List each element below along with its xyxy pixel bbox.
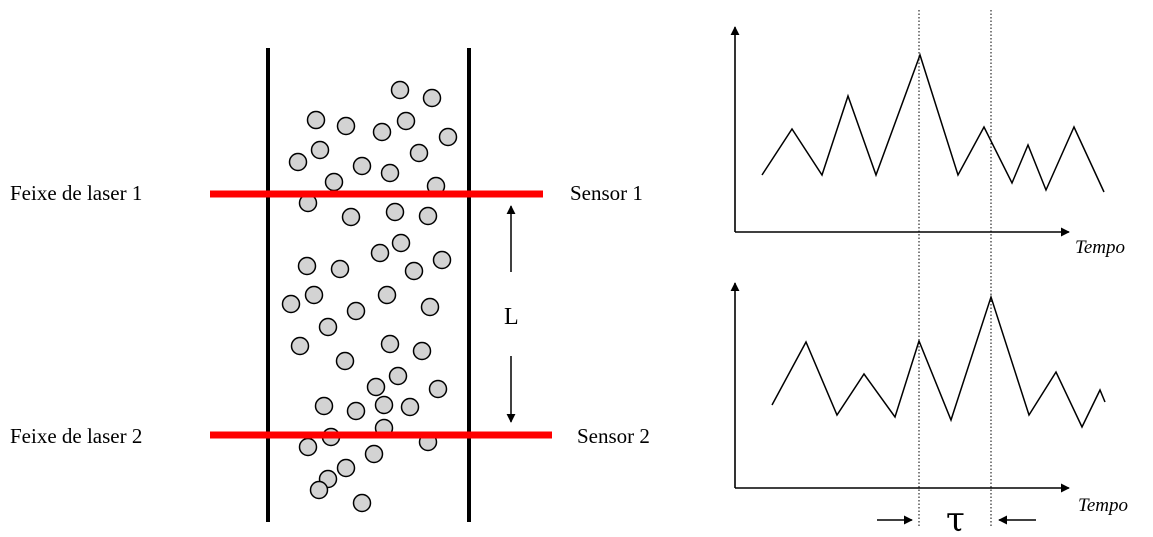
distance-indicator: L <box>504 205 519 423</box>
particle <box>298 437 318 457</box>
delay-indicator: τ <box>877 500 1036 537</box>
particle <box>390 80 410 100</box>
particle <box>290 336 310 356</box>
particle <box>318 317 338 337</box>
particle <box>380 163 400 183</box>
particle <box>400 397 420 417</box>
particle <box>366 377 386 397</box>
particle <box>341 207 361 227</box>
sensor-2-signal-trace <box>771 294 1106 429</box>
particle <box>330 259 350 279</box>
particle-group <box>281 80 458 513</box>
particle <box>335 351 355 371</box>
beam-2-label: Feixe de laser 2 <box>10 424 142 448</box>
particle <box>374 395 394 415</box>
particle <box>412 341 432 361</box>
bottom-time-axis-label: Tempo <box>1078 495 1128 516</box>
particle <box>372 122 392 142</box>
particle <box>428 379 448 399</box>
particle <box>281 294 301 314</box>
delay-tau-label: τ <box>946 500 965 537</box>
particle <box>352 493 372 513</box>
distance-label: L <box>504 304 519 330</box>
particle <box>438 127 458 147</box>
sensor-2-signal-chart: Tempo <box>730 282 1128 516</box>
particle <box>396 111 416 131</box>
particle <box>370 243 390 263</box>
sensor-1-signal-trace <box>761 52 1105 193</box>
particle <box>336 458 356 478</box>
particle <box>418 206 438 226</box>
particle <box>404 261 424 281</box>
particle <box>288 152 308 172</box>
particle <box>336 116 356 136</box>
particle <box>422 88 442 108</box>
particle <box>377 285 397 305</box>
particle <box>314 396 334 416</box>
sensor-1-signal-chart: Tempo <box>730 26 1125 258</box>
particle <box>297 256 317 276</box>
particle <box>309 480 329 500</box>
sensor-2-label: Sensor 2 <box>577 424 650 448</box>
particle <box>306 110 326 130</box>
particle <box>310 140 330 160</box>
particle <box>432 250 452 270</box>
top-time-axis-label: Tempo <box>1075 237 1125 258</box>
particle <box>409 143 429 163</box>
particle <box>391 233 411 253</box>
sensor-1-label: Sensor 1 <box>570 181 643 205</box>
particle <box>352 156 372 176</box>
particle <box>388 366 408 386</box>
particle <box>324 172 344 192</box>
particle <box>304 285 324 305</box>
beam-1-label: Feixe de laser 1 <box>10 181 142 205</box>
particle <box>420 297 440 317</box>
particle <box>346 301 366 321</box>
particle <box>346 401 366 421</box>
particle <box>385 202 405 222</box>
particle <box>380 334 400 354</box>
particle <box>364 444 384 464</box>
